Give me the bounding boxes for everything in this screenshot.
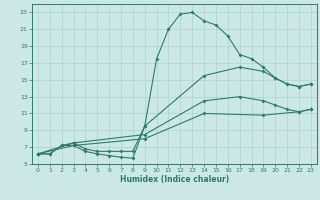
X-axis label: Humidex (Indice chaleur): Humidex (Indice chaleur) [120, 175, 229, 184]
